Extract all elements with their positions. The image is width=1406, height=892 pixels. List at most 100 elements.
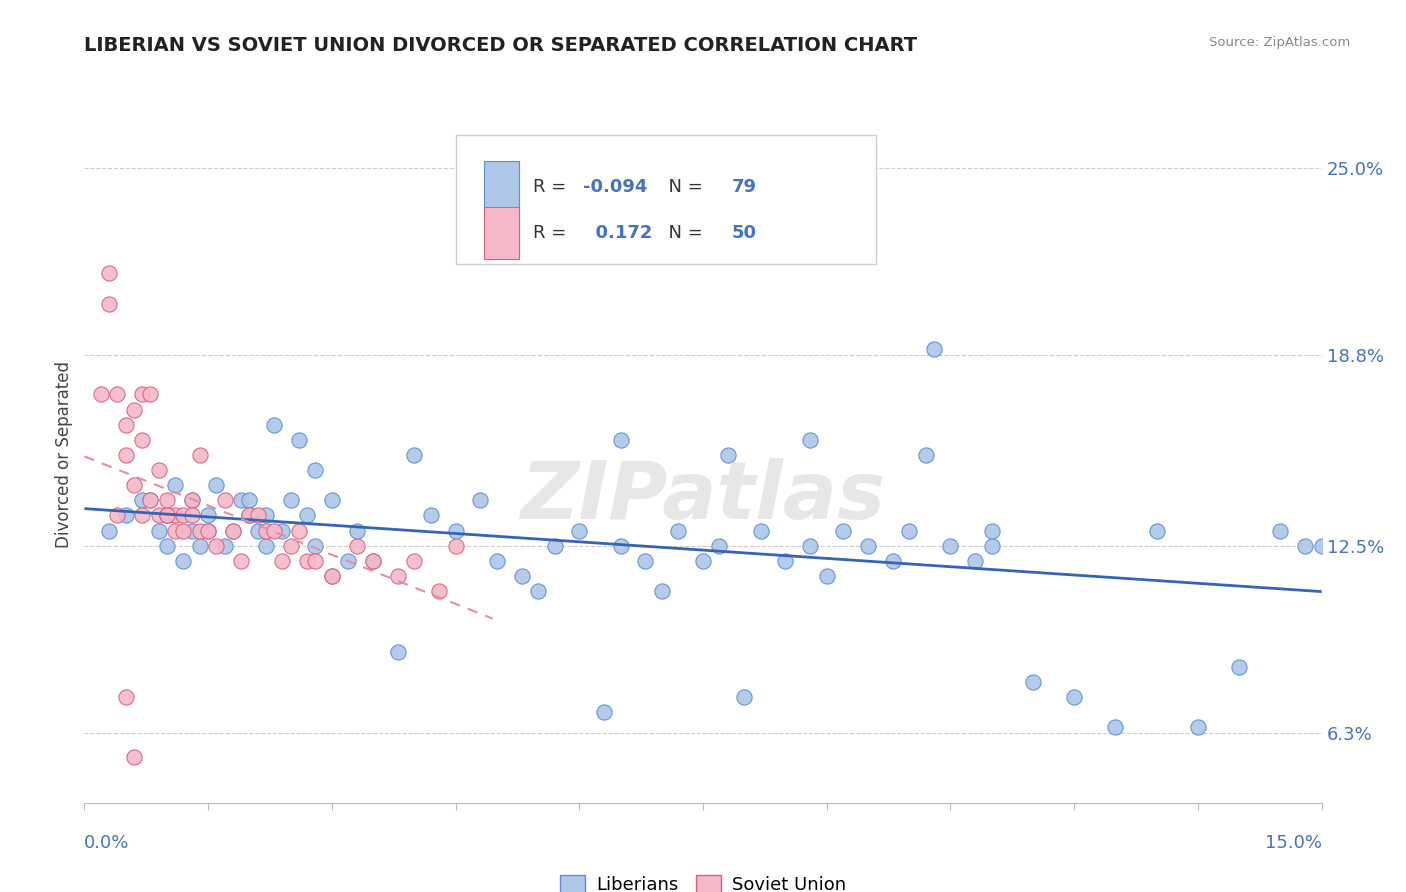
Point [965,554,987,568]
Point [180,508,202,523]
Point [1187,720,1209,734]
Point [361,554,384,568]
Point [387,644,409,658]
Text: 50: 50 [731,224,756,243]
FancyBboxPatch shape [456,135,876,263]
Point [288,433,311,447]
Point [799,539,821,553]
Point [114,417,136,432]
Text: N =: N = [657,224,709,243]
Point [280,493,302,508]
Point [229,493,252,508]
Point [609,433,631,447]
Text: LIBERIAN VS SOVIET UNION DIVORCED OR SEPARATED CORRELATION CHART: LIBERIAN VS SOVIET UNION DIVORCED OR SEP… [84,36,918,54]
Point [1227,659,1250,673]
Point [444,524,467,538]
Text: 0.0%: 0.0% [84,834,129,852]
Point [427,584,450,599]
Point [856,539,879,553]
Y-axis label: Divorced or Separated: Divorced or Separated [55,361,73,549]
Point [1294,539,1316,553]
Point [666,524,689,538]
Point [105,508,128,523]
Point [165,478,187,492]
Point [387,569,409,583]
Point [180,493,202,508]
Point [114,448,136,462]
Point [634,554,657,568]
Point [1063,690,1085,704]
Point [815,569,838,583]
Point [832,524,855,538]
Point [222,524,245,538]
Point [593,705,616,719]
Text: 0.172: 0.172 [583,224,652,243]
Point [180,524,202,538]
Point [263,524,285,538]
Point [98,524,121,538]
Point [321,569,343,583]
Point [709,539,731,553]
Point [131,433,153,447]
Text: Source: ZipAtlas.com: Source: ZipAtlas.com [1209,36,1350,49]
Point [717,448,740,462]
Point [222,524,245,538]
Point [271,524,294,538]
Point [238,508,260,523]
Point [172,524,194,538]
Point [527,584,550,599]
Point [122,478,145,492]
Point [321,493,343,508]
Point [98,296,121,310]
Point [470,493,492,508]
Point [165,508,187,523]
Point [197,508,219,523]
Point [271,554,294,568]
Text: -0.094: -0.094 [583,178,647,196]
Point [568,524,591,538]
Point [214,539,236,553]
Point [304,539,326,553]
Point [246,508,269,523]
Point [280,539,302,553]
Point [254,539,277,553]
Point [180,493,202,508]
Point [321,569,343,583]
Point [692,554,714,568]
Point [749,524,772,538]
Point [197,524,219,538]
Point [229,554,252,568]
Point [148,463,170,477]
Point [214,493,236,508]
Point [346,539,368,553]
Text: 79: 79 [731,178,756,196]
Point [156,508,179,523]
Point [90,387,112,401]
Point [156,508,179,523]
Point [733,690,755,704]
Point [122,402,145,417]
Point [304,463,326,477]
Point [238,508,260,523]
Point [543,539,565,553]
Text: R =: R = [533,224,572,243]
Point [131,387,153,401]
Point [288,524,311,538]
Point [148,508,170,523]
FancyBboxPatch shape [484,207,519,260]
Point [238,493,260,508]
Point [148,524,170,538]
Point [651,584,673,599]
Point [156,508,179,523]
Point [485,554,508,568]
Point [361,554,384,568]
Point [295,554,318,568]
Point [188,539,211,553]
Point [1104,720,1126,734]
Point [914,448,936,462]
Point [1270,524,1292,538]
Point [156,493,179,508]
Point [122,750,145,764]
Point [172,554,194,568]
Point [205,478,228,492]
